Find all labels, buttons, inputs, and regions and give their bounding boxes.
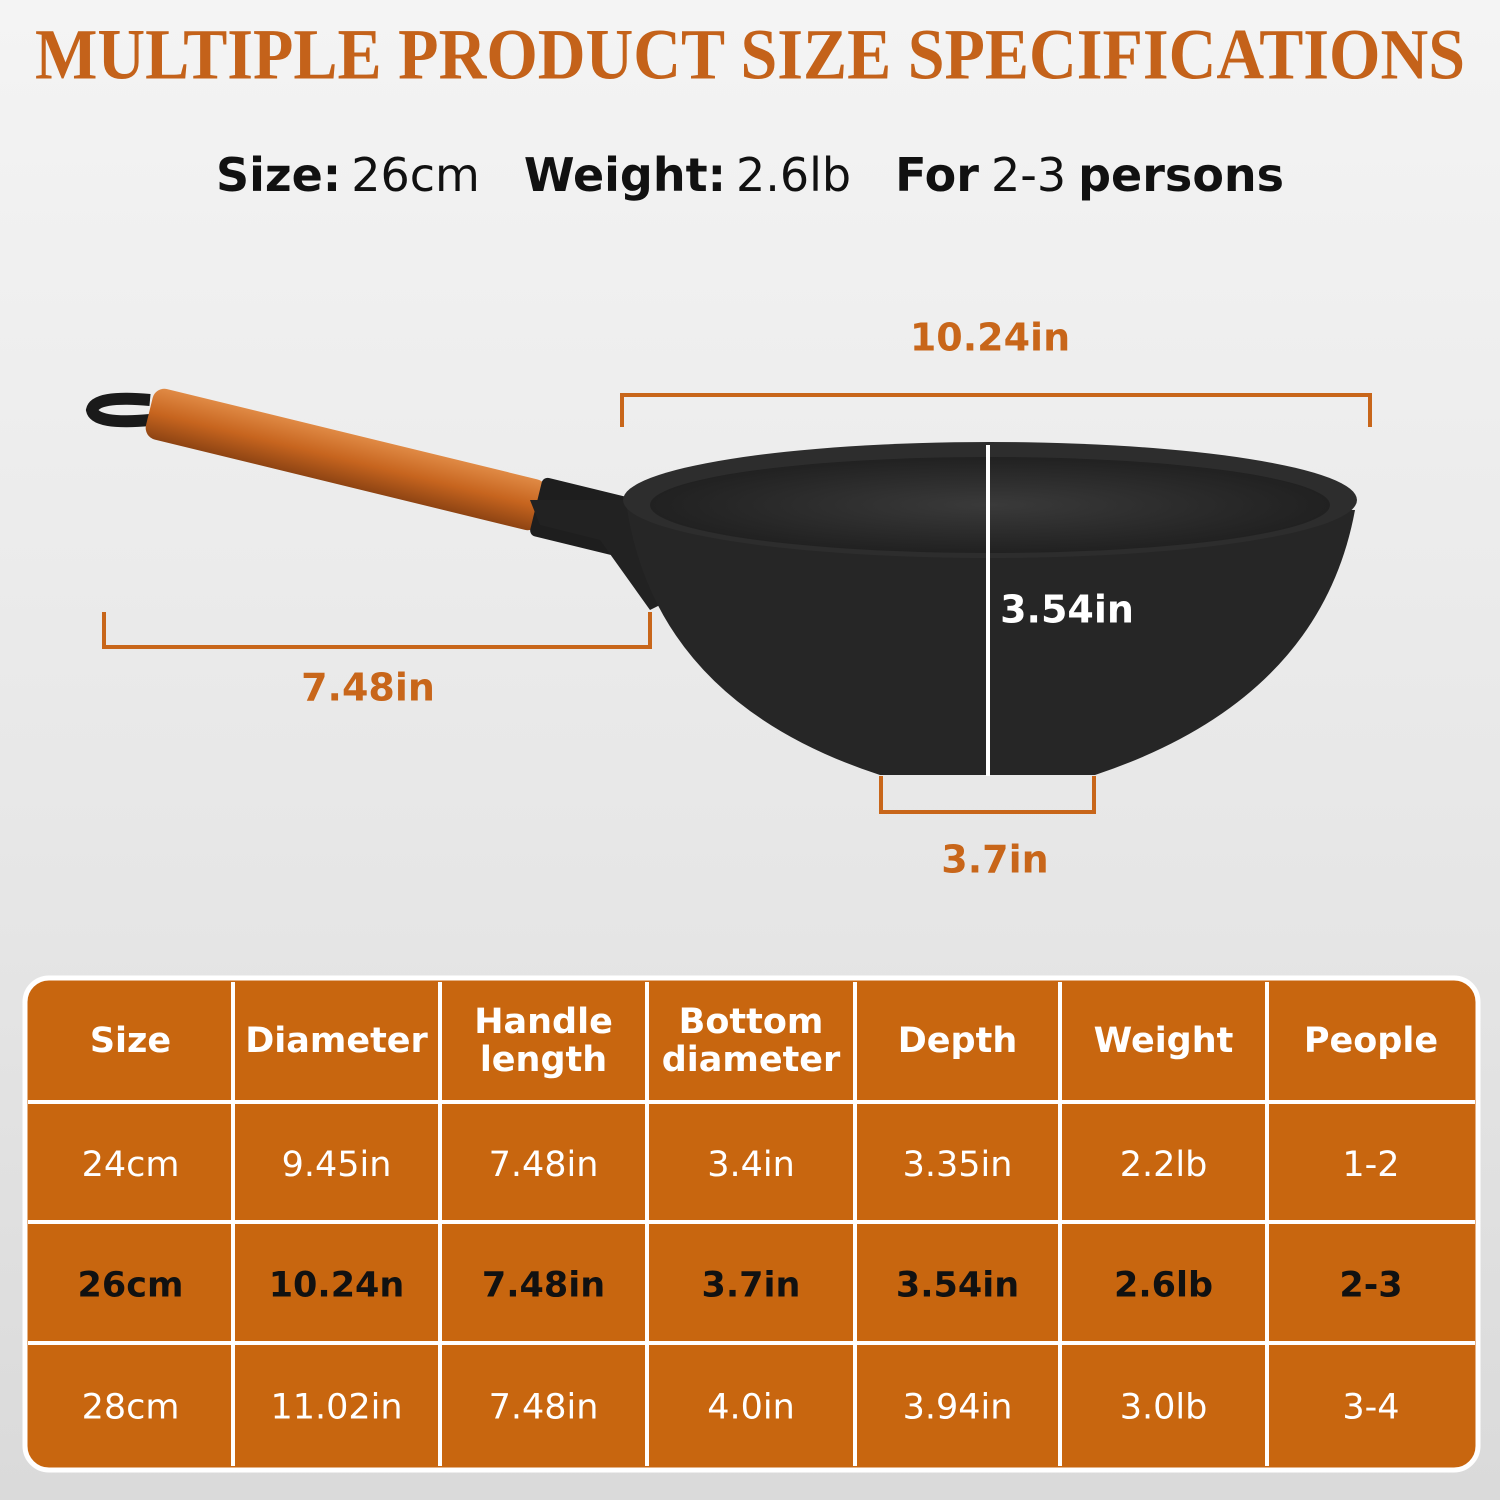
header-cell: Bottom diameter [662, 1002, 841, 1080]
table-cell: 28cm [82, 1388, 180, 1428]
table-cell: 3.54in [896, 1266, 1019, 1306]
size-label: Size: [216, 148, 341, 202]
table-cell: 10.24n [269, 1266, 405, 1306]
bottom-bracket [879, 776, 1096, 814]
size-value: 26cm [351, 148, 480, 202]
handle-bracket [102, 612, 652, 649]
weight-label: Weight: [524, 148, 726, 202]
header-line: Bottom [679, 1002, 824, 1042]
header-cell: Weight [1094, 1021, 1234, 1061]
bottom-diameter-label: 3.7in [941, 838, 1048, 882]
spec-table: Size Diameter Handle length Bottom diameter De… [28, 982, 1475, 1466]
people-unit: persons [1078, 148, 1284, 202]
table-cell: 7.48in [482, 1266, 605, 1306]
table-cell: 1-2 [1342, 1145, 1399, 1185]
hanging-ring [85, 392, 151, 428]
header-cell: Size [90, 1021, 171, 1061]
table-cell: 3-4 [1342, 1388, 1399, 1428]
table-cell: 2.6lb [1114, 1266, 1213, 1306]
table-cell: 2.2lb [1120, 1145, 1208, 1185]
header-cell: People [1304, 1021, 1438, 1061]
header-cell: Depth [898, 1021, 1018, 1061]
depth-label: 3.54in [1000, 588, 1134, 632]
table-cell: 7.48in [489, 1145, 599, 1185]
table-cell: 3.35in [903, 1145, 1013, 1185]
for-label: For [895, 148, 979, 202]
table-cell: 9.45in [282, 1145, 392, 1185]
table-cell: 2-3 [1339, 1266, 1402, 1306]
weight-value: 2.6lb [736, 148, 851, 202]
header-line: diameter [662, 1040, 841, 1080]
spec-line: Size: 26cm Weight: 2.6lb For 2-3 persons [216, 148, 1284, 202]
diameter-label: 10.24in [910, 316, 1070, 360]
table-cell: 3.4in [707, 1145, 795, 1185]
table-cell: 7.48in [489, 1388, 599, 1428]
table-cell: 4.0in [707, 1388, 795, 1428]
header-cell: Diameter [245, 1021, 428, 1061]
header-line: Handle [474, 1002, 613, 1042]
people-value: 2-3 [991, 148, 1066, 202]
header-cell: Handle length [474, 1002, 613, 1080]
table-cell: 11.02in [270, 1388, 402, 1428]
table-cell: 24cm [82, 1145, 180, 1185]
diameter-bracket [620, 393, 1372, 427]
title: MULTIPLE PRODUCT SIZE SPECIFICATIONS [35, 15, 1465, 95]
header-line: length [480, 1040, 607, 1080]
table-cell: 3.0lb [1120, 1388, 1208, 1428]
table-cell: 3.94in [903, 1388, 1013, 1428]
handle-length-label: 7.48in [301, 666, 435, 710]
table-cell: 26cm [78, 1266, 184, 1306]
table-cell: 3.7in [702, 1266, 801, 1306]
